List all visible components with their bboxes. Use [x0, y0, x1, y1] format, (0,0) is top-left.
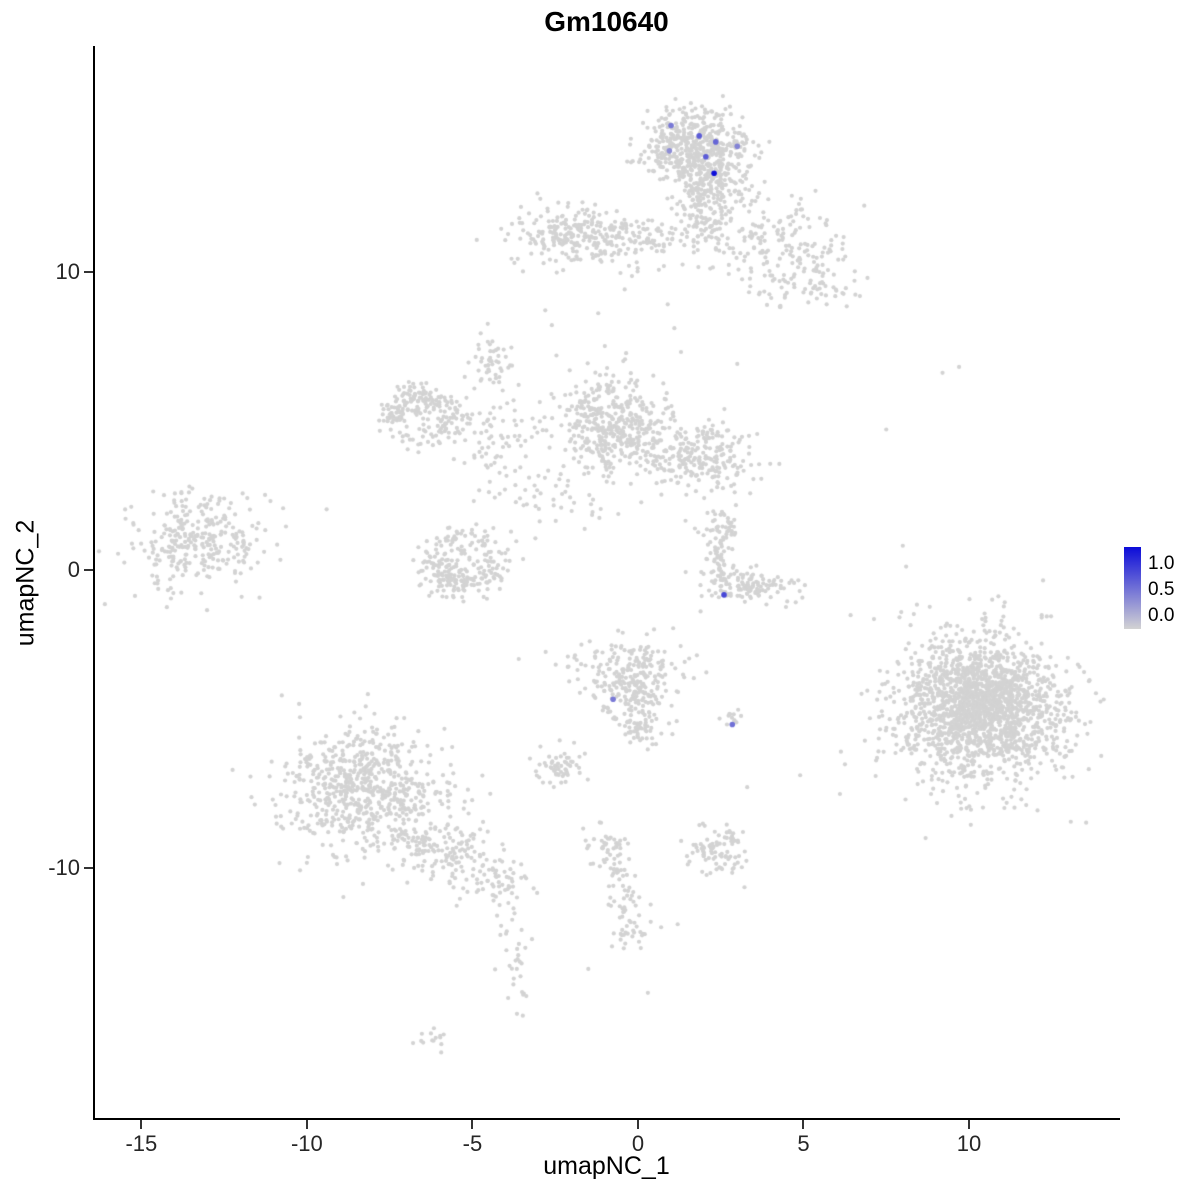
y-tick-label: 10 — [55, 258, 80, 284]
x-tick-label: 5 — [797, 1131, 810, 1156]
x-tick-mark — [305, 1120, 308, 1129]
y-axis-line — [93, 46, 95, 1120]
legend-label: 1.0 — [1148, 553, 1175, 575]
y-tick-label: 0 — [67, 556, 80, 582]
scatter-canvas — [95, 48, 1118, 1118]
y-tick-mark — [84, 866, 93, 869]
x-tick-mark — [968, 1120, 971, 1129]
x-tick-label: 0 — [631, 1131, 645, 1156]
x-tick-label: 10 — [956, 1131, 982, 1156]
x-tick-mark — [636, 1120, 639, 1129]
x-tick-label: -15 — [125, 1131, 158, 1156]
legend-colorbar — [1124, 547, 1141, 629]
plot-title: Gm10640 — [544, 6, 669, 37]
x-tick-label: -5 — [462, 1131, 483, 1156]
x-tick-label: -10 — [290, 1131, 323, 1156]
y-tick-label: -10 — [48, 854, 80, 880]
legend-label: 0.0 — [1148, 604, 1175, 626]
x-tick-mark — [802, 1120, 805, 1129]
y-tick-mark — [84, 568, 93, 571]
x-tick-mark — [471, 1120, 474, 1129]
y-axis-title: umapNC_2 — [11, 519, 40, 647]
y-tick-mark — [84, 270, 93, 273]
x-axis-line — [93, 1118, 1120, 1120]
x-axis-title: umapNC_1 — [543, 1152, 670, 1180]
x-tick-mark — [140, 1120, 143, 1129]
legend-label: 0.5 — [1148, 578, 1175, 600]
